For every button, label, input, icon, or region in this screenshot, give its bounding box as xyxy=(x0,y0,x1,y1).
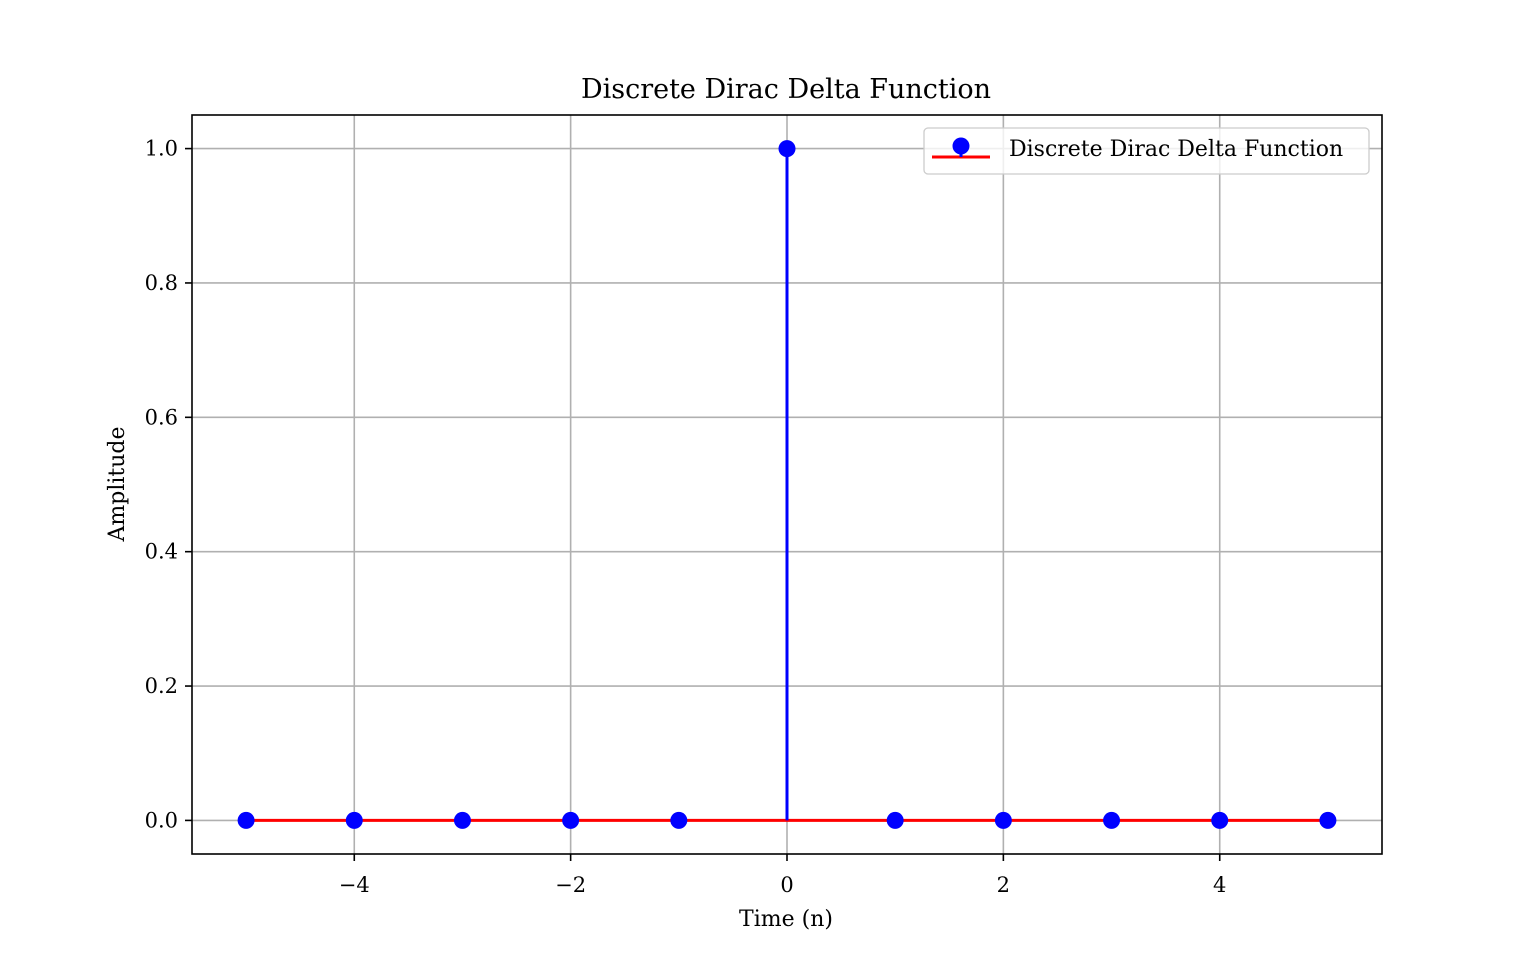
y-axis-label: Amplitude xyxy=(105,426,130,542)
x-tick-label: 4 xyxy=(1213,873,1226,897)
x-axis-label: Time (n) xyxy=(739,907,833,932)
y-tick-label: 0.4 xyxy=(145,540,178,564)
y-tick-label: 0.0 xyxy=(145,808,178,832)
data-point-marker xyxy=(994,811,1012,829)
x-tick-label: −4 xyxy=(339,873,370,897)
legend-marker-swatch xyxy=(952,137,970,155)
legend-box xyxy=(923,127,1370,175)
y-axis-ticks: 0.0 0.2 0.4 0.6 0.8 1.0 xyxy=(145,137,192,832)
data-point-marker xyxy=(1103,811,1121,829)
y-tick-label: 1.0 xyxy=(145,137,178,161)
data-point-marker xyxy=(778,140,796,158)
x-tick-label: 2 xyxy=(997,873,1010,897)
data-point-marker xyxy=(237,811,255,829)
data-point-marker xyxy=(1319,811,1337,829)
data-point-marker xyxy=(453,811,471,829)
chart-title: Discrete Dirac Delta Function xyxy=(581,74,991,105)
data-point-marker xyxy=(670,811,688,829)
y-tick-label: 0.6 xyxy=(145,405,178,429)
legend: Discrete Dirac Delta Function xyxy=(923,127,1370,175)
marker-layer xyxy=(237,140,1337,829)
legend-label: Discrete Dirac Delta Function xyxy=(1009,137,1343,162)
x-tick-label: 0 xyxy=(780,873,793,897)
data-point-marker xyxy=(345,811,363,829)
x-axis-ticks: −4 −2 0 2 4 xyxy=(339,854,1226,897)
y-tick-label: 0.2 xyxy=(145,674,178,698)
data-point-marker xyxy=(562,811,580,829)
data-point-marker xyxy=(1211,811,1229,829)
y-tick-label: 0.8 xyxy=(145,271,178,295)
data-point-marker xyxy=(886,811,904,829)
x-tick-label: −2 xyxy=(555,873,586,897)
